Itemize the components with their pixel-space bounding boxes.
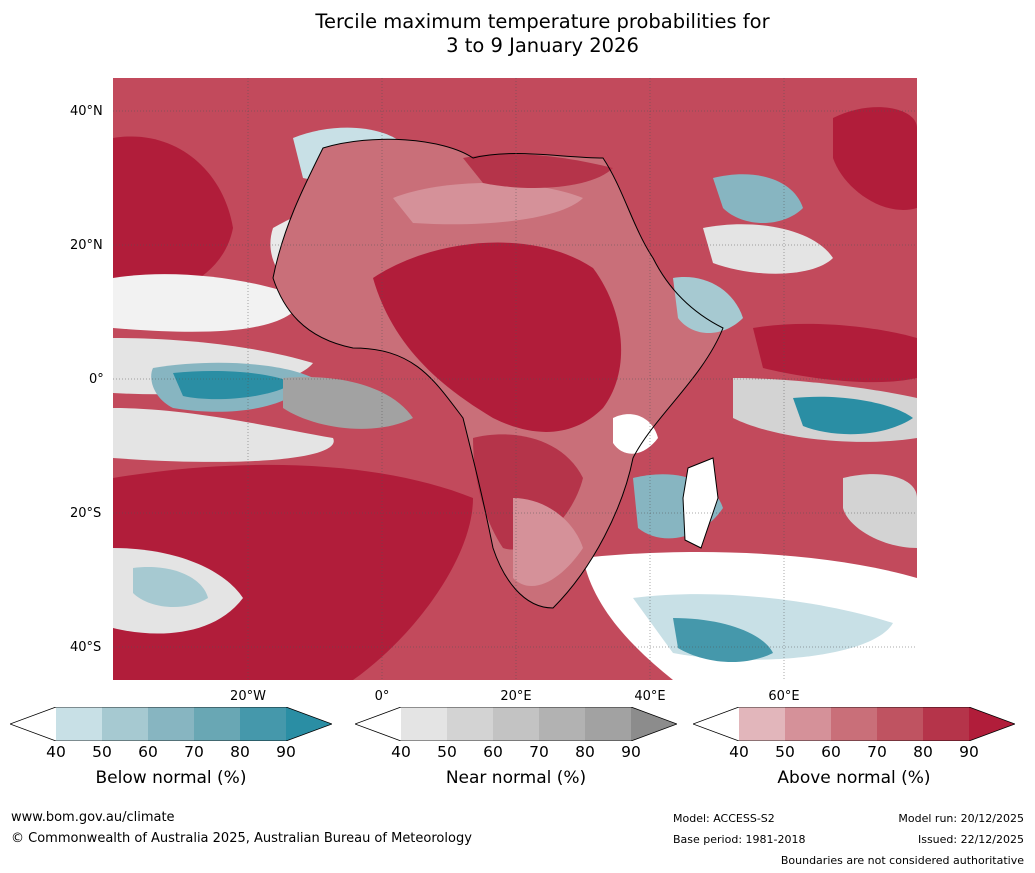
east-indian-grey xyxy=(843,474,917,548)
near-tick-70: 70 xyxy=(529,743,549,761)
title-line-1: Tercile maximum temperature probabilitie… xyxy=(315,10,770,33)
near-swatch-60 xyxy=(493,707,539,741)
below-normal-label: Below normal (%) xyxy=(95,768,247,788)
lon-label-40e: 40°E xyxy=(634,689,666,704)
boundaries-disclaimer: Boundaries are not considered authoritat… xyxy=(780,854,1024,867)
below-swatch-70 xyxy=(194,707,240,741)
south-africa-warm xyxy=(513,498,583,587)
lat-label-20n: 20°N xyxy=(70,238,103,253)
near-tick-60: 60 xyxy=(483,743,503,761)
southern-ocean-cool xyxy=(133,567,208,608)
model-run: Model run: 20/12/2025 xyxy=(898,812,1024,825)
copyright-text: © Commonwealth of Australia 2025, Austra… xyxy=(11,831,472,846)
above-tick-60: 60 xyxy=(821,743,841,761)
near-normal-label: Near normal (%) xyxy=(445,768,587,788)
equatorial-cool-core xyxy=(173,371,293,400)
map-canvas xyxy=(113,78,917,680)
near-tick-80: 80 xyxy=(575,743,595,761)
atlantic-hot-region xyxy=(113,136,233,308)
below-swatch-40 xyxy=(56,707,102,741)
colorbar-near-swatches xyxy=(355,707,677,741)
south-atlantic-grey xyxy=(113,408,334,462)
below-tick-90: 90 xyxy=(276,743,296,761)
east-africa-white xyxy=(613,414,658,454)
lat-label-20s: 20°S xyxy=(70,506,102,521)
below-swatch-60 xyxy=(148,707,194,741)
above-normal-label: Above normal (%) xyxy=(777,768,931,788)
issued-date: Issued: 22/12/2025 xyxy=(917,833,1024,846)
below-tick-60: 60 xyxy=(138,743,158,761)
above-swatch-lower xyxy=(693,707,739,741)
lon-label-20e: 20°E xyxy=(500,689,532,704)
map-title: Tercile maximum temperature probabilitie… xyxy=(0,10,1035,58)
above-tick-70: 70 xyxy=(867,743,887,761)
mediterranean-hot xyxy=(463,153,613,188)
colorbar-above-swatches xyxy=(693,707,1015,741)
above-tick-40: 40 xyxy=(729,743,749,761)
near-tick-50: 50 xyxy=(437,743,457,761)
colorbar-above-normal xyxy=(693,707,1015,741)
north-africa-warm xyxy=(393,183,583,225)
lat-label-40n: 40°N xyxy=(70,104,103,119)
africa-coastline xyxy=(272,138,724,609)
lon-label-60e: 60°E xyxy=(768,689,800,704)
below-tick-70: 70 xyxy=(184,743,204,761)
above-swatch-70 xyxy=(877,707,923,741)
near-swatch-50 xyxy=(447,707,493,741)
above-tick-50: 50 xyxy=(775,743,795,761)
above-swatch-40 xyxy=(739,707,785,741)
colorbar-near-normal xyxy=(355,707,677,741)
indian-ocean-hot-band xyxy=(753,323,917,383)
below-tick-80: 80 xyxy=(230,743,250,761)
indian-ocean-cool-core-north xyxy=(793,396,913,435)
horn-cool-patch xyxy=(673,277,743,333)
below-swatch-upper xyxy=(286,707,332,741)
near-swatch-lower xyxy=(355,707,401,741)
tropical-atlantic-band xyxy=(113,274,303,332)
asia-hot xyxy=(833,107,917,210)
base-period: Base period: 1981-2018 xyxy=(673,833,806,846)
probability-map xyxy=(113,78,917,680)
indian-ocean-cool-core xyxy=(673,618,773,663)
above-swatch-60 xyxy=(831,707,877,741)
above-tick-80: 80 xyxy=(913,743,933,761)
above-tick-90: 90 xyxy=(959,743,979,761)
madagascar xyxy=(682,457,719,549)
below-swatch-50 xyxy=(102,707,148,741)
near-swatch-40 xyxy=(401,707,447,741)
near-swatch-80 xyxy=(585,707,631,741)
above-swatch-80 xyxy=(923,707,969,741)
near-swatch-70 xyxy=(539,707,585,741)
below-swatch-lower xyxy=(10,707,56,741)
website-link[interactable]: www.bom.gov.au/climate xyxy=(11,810,175,825)
lon-label-20w: 20°W xyxy=(230,689,266,704)
near-tick-90: 90 xyxy=(621,743,641,761)
below-swatch-80 xyxy=(240,707,286,741)
arabia-cool-patch xyxy=(713,174,803,223)
above-swatch-upper xyxy=(969,707,1015,741)
graticule xyxy=(113,78,917,680)
lat-label-equator: 0° xyxy=(89,372,104,387)
model-name: Model: ACCESS-S2 xyxy=(673,812,775,825)
lon-label-0: 0° xyxy=(374,689,390,704)
gulf-grey-patch xyxy=(283,377,413,429)
colorbar-below-swatches xyxy=(10,707,332,741)
above-swatch-50 xyxy=(785,707,831,741)
lat-label-40s: 40°S xyxy=(70,640,102,655)
near-tick-40: 40 xyxy=(391,743,411,761)
title-line-2: 3 to 9 January 2026 xyxy=(446,34,639,57)
near-swatch-upper xyxy=(631,707,677,741)
arabia-grey xyxy=(703,224,833,274)
below-tick-40: 40 xyxy=(46,743,66,761)
central-africa-hot xyxy=(373,242,622,432)
colorbar-below-normal xyxy=(10,707,332,741)
below-tick-50: 50 xyxy=(92,743,112,761)
